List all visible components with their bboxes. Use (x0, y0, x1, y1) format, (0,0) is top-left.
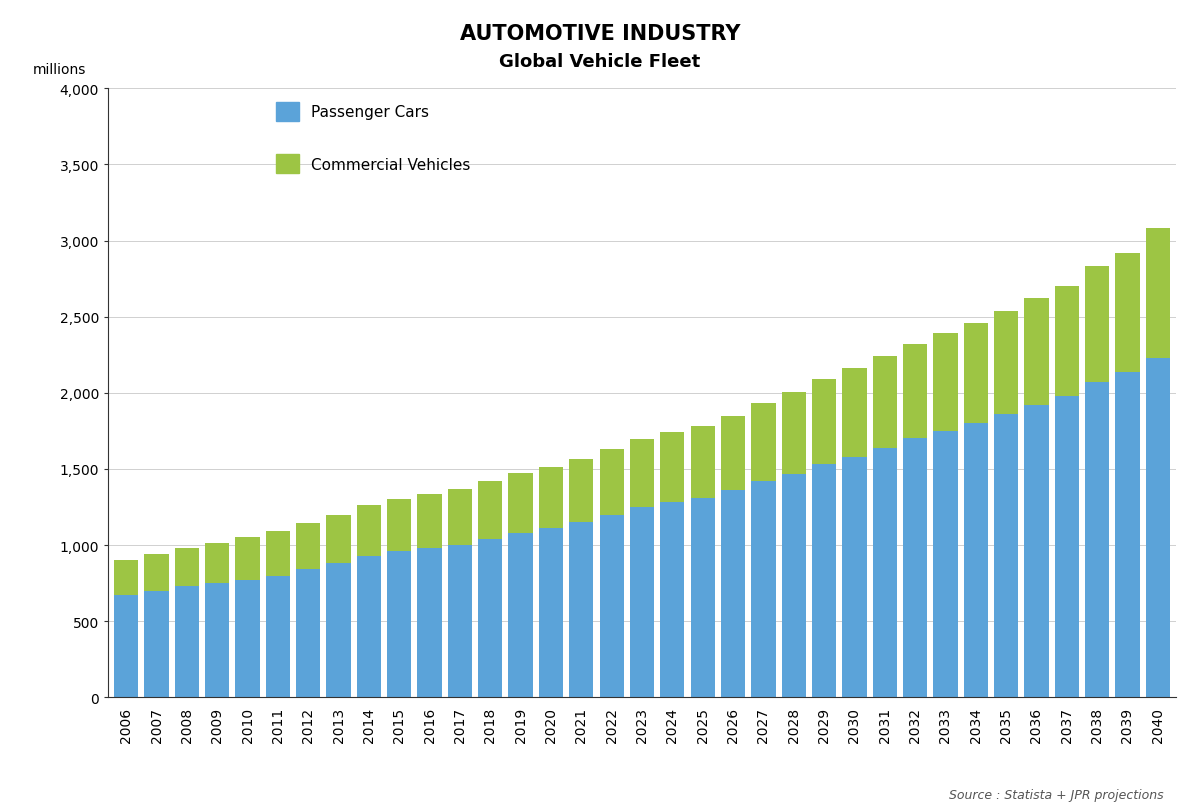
Bar (539, 529, 563, 697)
Bar (690, 498, 715, 697)
Bar (569, 460, 594, 522)
Bar (265, 576, 290, 697)
Bar (478, 482, 503, 539)
Bar (751, 482, 775, 697)
Bar (418, 548, 442, 697)
Bar (509, 473, 533, 534)
Bar (630, 440, 654, 508)
Bar (114, 560, 138, 595)
Bar (326, 516, 350, 564)
Bar (994, 311, 1019, 414)
Bar (235, 581, 259, 697)
Bar (235, 538, 259, 581)
Bar (812, 465, 836, 697)
Bar (1085, 267, 1109, 383)
Bar (418, 495, 442, 548)
Bar (842, 457, 866, 697)
Bar (660, 433, 684, 503)
Bar (600, 515, 624, 697)
Text: millions: millions (34, 63, 86, 77)
Bar (1115, 253, 1140, 372)
Bar (205, 583, 229, 697)
Bar (114, 595, 138, 697)
Bar (721, 491, 745, 697)
Text: AUTOMOTIVE INDUSTRY: AUTOMOTIVE INDUSTRY (460, 24, 740, 45)
Bar (1055, 287, 1079, 397)
Bar (296, 569, 320, 697)
Text: Global Vehicle Fleet: Global Vehicle Fleet (499, 53, 701, 71)
Bar (296, 523, 320, 569)
Bar (1085, 383, 1109, 697)
Bar (1115, 372, 1140, 697)
Bar (356, 556, 382, 697)
Bar (1055, 397, 1079, 697)
Bar (751, 404, 775, 482)
Bar (660, 503, 684, 697)
Bar (872, 448, 896, 697)
Bar (539, 468, 563, 529)
Bar (448, 545, 472, 697)
Bar (781, 393, 806, 474)
Bar (721, 416, 745, 491)
Bar (934, 431, 958, 697)
Bar (964, 423, 988, 697)
Bar (326, 564, 350, 697)
Bar (872, 357, 896, 448)
Bar (690, 426, 715, 498)
Bar (175, 586, 199, 697)
Bar (934, 334, 958, 431)
Bar (448, 490, 472, 545)
Bar (478, 539, 503, 697)
Bar (630, 508, 654, 697)
Bar (144, 591, 169, 697)
Text: Source : Statista + JPR projections: Source : Statista + JPR projections (949, 788, 1164, 801)
Bar (964, 324, 988, 423)
Bar (994, 414, 1019, 697)
Bar (902, 345, 928, 439)
Bar (812, 380, 836, 465)
Bar (1146, 229, 1170, 358)
Bar (205, 543, 229, 583)
Bar (388, 551, 412, 697)
Bar (600, 449, 624, 515)
Bar (1146, 358, 1170, 697)
Bar (388, 500, 412, 551)
Bar (842, 369, 866, 457)
Bar (175, 548, 199, 586)
Bar (1025, 299, 1049, 406)
Bar (356, 506, 382, 556)
Bar (902, 439, 928, 697)
Legend: Passenger Cars, Commercial Vehicles: Passenger Cars, Commercial Vehicles (276, 103, 470, 174)
Bar (509, 534, 533, 697)
Bar (144, 555, 169, 591)
Bar (1025, 406, 1049, 697)
Bar (569, 522, 594, 697)
Bar (265, 531, 290, 576)
Bar (781, 474, 806, 697)
